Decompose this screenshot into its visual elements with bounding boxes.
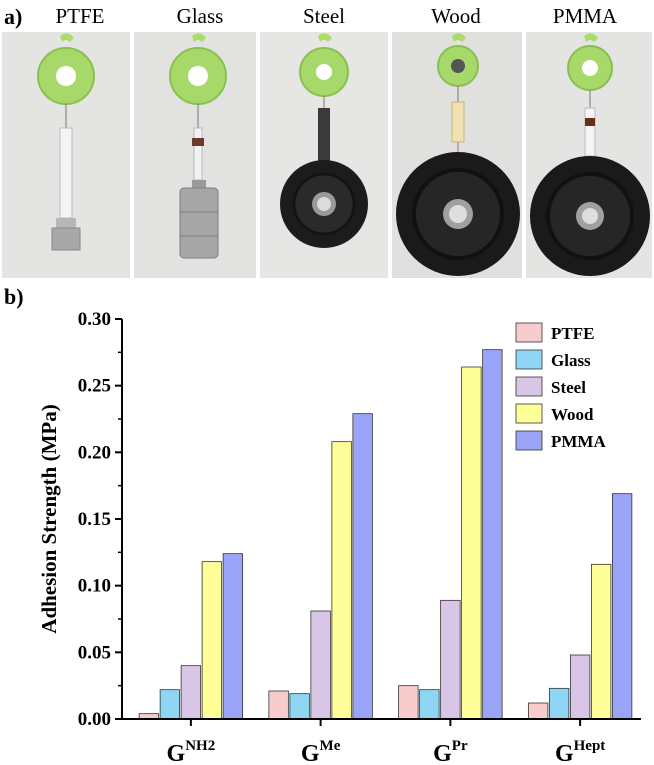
legend-label-ptfe: PTFE [551,324,594,343]
hanging-scale-icon [567,33,613,91]
bar-chart: 0.00 0.05 0.10 0.15 0.20 0.25 0.30 GNH2 GMe GPr GH… [37,309,641,765]
legend-swatch-ptfe [515,322,543,343]
y-tick-label: 0.15 [78,509,111,530]
panel-a-label: a) [4,4,23,29]
bar-ptfe-me [268,690,289,720]
legend-swatch-glass [515,349,543,370]
photo-steel [260,32,388,278]
legend-label-pmma: PMMA [551,432,606,451]
photo-label-pmma: PMMA [552,4,618,28]
y-tick-label: 0.05 [78,642,111,663]
bars-group [138,349,633,720]
bar-wood-pr [461,366,482,720]
x-tick-label-pr: GPr [433,738,468,765]
hanging-scale-icon [37,33,95,105]
bar-steel-hept [569,654,591,720]
photo-pmma [526,32,652,278]
bar-wood-nh2 [201,561,223,720]
bar-glass-hept [548,687,570,720]
bar-ptfe-pr [398,685,419,720]
legend-swatch-pmma [515,430,543,451]
weight-plate-icon [396,152,520,276]
y-axis-label: Adhesion Strength (MPa) [37,404,61,633]
panel-b-label: b) [4,284,24,309]
weight-plate-icon [530,156,650,276]
y-tick-label: 0.00 [78,709,111,730]
x-tick-label-hept: GHept [555,738,605,765]
bar-pmma-pr [482,349,503,720]
legend-label-steel: Steel [551,378,586,397]
bar-steel-nh2 [180,665,202,720]
legend-swatch-steel [515,376,543,397]
photo-label-steel: Steel [303,4,345,28]
photo-label-glass: Glass [176,4,224,28]
photo-ptfe [2,32,130,278]
x-tick-label-me: GMe [301,738,341,765]
photo-wood [392,32,522,278]
bar-pmma-hept [611,493,633,720]
y-tick-label: 0.10 [78,576,111,597]
x-tick-label-nh2: GNH2 [167,738,216,765]
bar-glass-me [289,693,310,720]
legend-label-wood: Wood [551,405,594,424]
bar-pmma-me [352,413,373,720]
photo-glass [134,32,256,278]
axes-group: 0.00 0.05 0.10 0.15 0.20 0.25 0.30 GNH2 GMe GPr GH… [37,309,641,765]
bar-wood-me [331,441,352,720]
photo-label-wood: Wood [431,4,481,28]
hanging-scale-icon [169,33,227,105]
bar-pmma-nh2 [222,553,244,720]
bar-glass-nh2 [159,689,181,720]
y-tick-label: 0.25 [78,376,111,397]
bar-ptfe-hept [527,702,549,720]
weight-plate-icon [280,160,368,248]
legend: PTFE Glass Steel Wood PMMA [515,322,606,451]
y-tick-label: 0.20 [78,442,111,463]
bar-glass-pr [419,689,440,720]
bar-steel-me [310,610,331,720]
legend-label-glass: Glass [551,351,591,370]
bar-wood-hept [590,563,612,720]
photo-label-ptfe: PTFE [55,4,105,28]
legend-swatch-wood [515,403,543,424]
bar-steel-pr [440,599,461,720]
y-tick-label: 0.30 [78,309,111,330]
